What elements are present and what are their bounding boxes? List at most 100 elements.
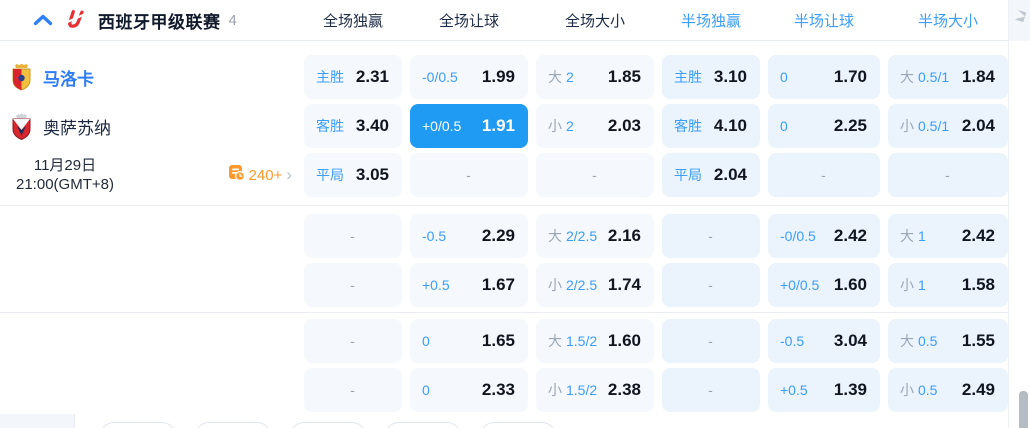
over-under-prefix: 小 bbox=[900, 382, 914, 398]
footer-pill-strip bbox=[100, 414, 556, 428]
odds-cell[interactable]: 0 2.25 bbox=[768, 104, 880, 148]
odds-section-main: 主胜 2.31 -0/0.5 1.99 大 2 1.85 主胜 3.10 0 1.70 大 0.5/1 1… bbox=[0, 41, 1030, 206]
odds-cell[interactable]: 小 2 2.03 bbox=[536, 104, 654, 148]
home-team-crest-icon bbox=[8, 63, 34, 91]
odds-cell-label: 小 0.5/1 bbox=[900, 118, 950, 134]
odds-cell[interactable]: 平局 2.04 bbox=[662, 153, 760, 197]
pill-button[interactable] bbox=[290, 422, 366, 428]
odds-cell[interactable]: 大 1 2.42 bbox=[888, 214, 1008, 258]
odds-cell[interactable]: 小 1 1.58 bbox=[888, 263, 1008, 307]
over-under-prefix: 小 bbox=[900, 277, 914, 293]
odds-cell-empty: - bbox=[304, 214, 402, 258]
pill-button[interactable] bbox=[385, 422, 461, 428]
odds-cell-empty: - bbox=[662, 214, 760, 258]
footer-left-cell bbox=[0, 414, 75, 428]
odds-cell[interactable]: -0.5 2.29 bbox=[410, 214, 528, 258]
odds-cell-value: 2.42 bbox=[833, 226, 867, 245]
odds-cell[interactable]: 0 1.70 bbox=[768, 55, 880, 99]
odds-cell[interactable]: 平局 3.05 bbox=[304, 153, 402, 197]
odds-cell-empty: - bbox=[410, 153, 528, 197]
odds-cell-label: 小 2/2.5 bbox=[548, 277, 598, 293]
odds-cell[interactable]: 大 1.5/2 1.60 bbox=[536, 319, 654, 363]
odds-cell-label: 大 1.5/2 bbox=[548, 333, 598, 349]
odds-cell-label: 主胜 bbox=[316, 69, 344, 85]
league-match-count: 4 bbox=[228, 11, 237, 29]
odds-cell-label: -0/0.5 bbox=[422, 69, 458, 85]
away-team-name[interactable]: 奥萨苏纳 bbox=[43, 118, 111, 138]
over-under-prefix: 大 bbox=[548, 333, 562, 349]
odds-cell-label: 大 2/2.5 bbox=[548, 228, 598, 244]
odds-cell[interactable]: 主胜 3.10 bbox=[662, 55, 760, 99]
odds-cell-label: +0/0.5 bbox=[422, 118, 462, 134]
pill-button[interactable] bbox=[195, 422, 271, 428]
odds-cell[interactable]: +0/0.5 1.60 bbox=[768, 263, 880, 307]
odds-cell[interactable]: 客胜 4.10 bbox=[662, 104, 760, 148]
col-header-ft-1x2: 全场独赢 bbox=[322, 12, 383, 30]
odds-cell-label: 客胜 bbox=[674, 118, 702, 134]
odds-row: 客胜 3.40 +0/0.5 1.91 小 2 2.03 客胜 4.10 0 2.25 小 0.5/1 2… bbox=[0, 104, 1008, 148]
odds-cell-value: 2.38 bbox=[607, 380, 641, 399]
odds-cell-value: 1.67 bbox=[481, 275, 515, 294]
over-under-prefix: 大 bbox=[548, 69, 562, 85]
odds-cell[interactable]: +0.5 1.39 bbox=[768, 368, 880, 412]
odds-cell[interactable]: +0.5 1.67 bbox=[410, 263, 528, 307]
odds-cell[interactable]: 大 0.5 1.55 bbox=[888, 319, 1008, 363]
odds-cell[interactable]: -0/0.5 2.42 bbox=[768, 214, 880, 258]
odds-cell[interactable]: 小 2/2.5 1.74 bbox=[536, 263, 654, 307]
odds-cell[interactable]: 主胜 2.31 bbox=[304, 55, 402, 99]
league-header: 西班牙甲级联赛 4 bbox=[0, 8, 296, 33]
over-under-prefix: 大 bbox=[900, 333, 914, 349]
odds-cell-value: 2.03 bbox=[607, 116, 641, 135]
odds-cell[interactable]: -0.5 3.04 bbox=[768, 319, 880, 363]
odds-cell[interactable]: 大 0.5/1 1.84 bbox=[888, 55, 1008, 99]
odds-cell-label: -0.5 bbox=[780, 333, 805, 349]
odds-cell-value: 2.49 bbox=[961, 380, 995, 399]
odds-cell-label: 大 0.5/1 bbox=[900, 69, 950, 85]
odds-cell[interactable]: 小 0.5 2.49 bbox=[888, 368, 1008, 412]
pill-button[interactable] bbox=[480, 422, 556, 428]
collapse-chevron-up-icon[interactable] bbox=[33, 14, 55, 26]
home-team-row[interactable]: 马洛卡 bbox=[0, 55, 300, 99]
odds-cell-value: 1.74 bbox=[607, 275, 641, 294]
over-under-prefix: 大 bbox=[548, 228, 562, 244]
odds-cell-label: 大 0.5 bbox=[900, 333, 938, 349]
more-markets-link[interactable]: 240+ › bbox=[228, 164, 292, 186]
odds-cell-value: 1.65 bbox=[481, 331, 515, 350]
odds-cell[interactable]: 大 2 1.85 bbox=[536, 55, 654, 99]
odds-cell-value: 3.05 bbox=[355, 165, 389, 184]
chevron-right-icon: › bbox=[286, 164, 292, 184]
odds-row: - -0.5 2.29 大 2/2.5 2.16 - -0/0.5 2.42 大 1 2.42 bbox=[0, 214, 1008, 258]
col-header-ht-1x2: 半场独赢 bbox=[680, 12, 741, 30]
odds-row: -0 1.65 大 1.5/2 1.60- -0.5 3.04 大 0.5 1.55 bbox=[0, 319, 1008, 363]
odds-cell-label: -0.5 bbox=[422, 228, 447, 244]
over-under-prefix: 大 bbox=[900, 69, 914, 85]
away-team-row[interactable]: 奥萨苏纳 bbox=[0, 104, 300, 148]
odds-cell-value: 1.55 bbox=[961, 331, 995, 350]
odds-cell[interactable]: 客胜 3.40 bbox=[304, 104, 402, 148]
over-under-prefix: 小 bbox=[548, 118, 562, 134]
col-header-ft-overunder: 全场大小 bbox=[564, 12, 625, 30]
odds-cell[interactable]: 小 0.5/1 2.04 bbox=[888, 104, 1008, 148]
home-team-name[interactable]: 马洛卡 bbox=[43, 69, 94, 89]
odds-cell-empty: - bbox=[304, 319, 402, 363]
odds-row: -0 2.33 小 1.5/2 2.38- +0.5 1.39 小 0.5 2.49 bbox=[0, 368, 1008, 412]
pin-icon[interactable] bbox=[1014, 9, 1027, 23]
scrollbar-thumb[interactable] bbox=[1019, 391, 1028, 428]
odds-cell-label: 0 bbox=[422, 333, 430, 349]
over-under-prefix: 小 bbox=[548, 277, 562, 293]
odds-cell[interactable]: -0/0.5 1.99 bbox=[410, 55, 528, 99]
odds-cell[interactable]: 0 1.65 bbox=[410, 319, 528, 363]
odds-cell-label: -0/0.5 bbox=[780, 228, 816, 244]
odds-cell[interactable]: 小 1.5/2 2.38 bbox=[536, 368, 654, 412]
odds-row: 主胜 2.31 -0/0.5 1.99 大 2 1.85 主胜 3.10 0 1.70 大 0.5/1 1… bbox=[0, 55, 1008, 99]
odds-cell-label: +0/0.5 bbox=[780, 277, 820, 293]
odds-cell-label: 客胜 bbox=[316, 118, 344, 134]
odds-cell[interactable]: 大 2/2.5 2.16 bbox=[536, 214, 654, 258]
odds-cell[interactable]: +0/0.5 1.91 bbox=[410, 104, 528, 148]
odds-cell[interactable]: 0 2.33 bbox=[410, 368, 528, 412]
pill-button[interactable] bbox=[100, 422, 176, 428]
odds-cell-label: +0.5 bbox=[780, 382, 808, 398]
